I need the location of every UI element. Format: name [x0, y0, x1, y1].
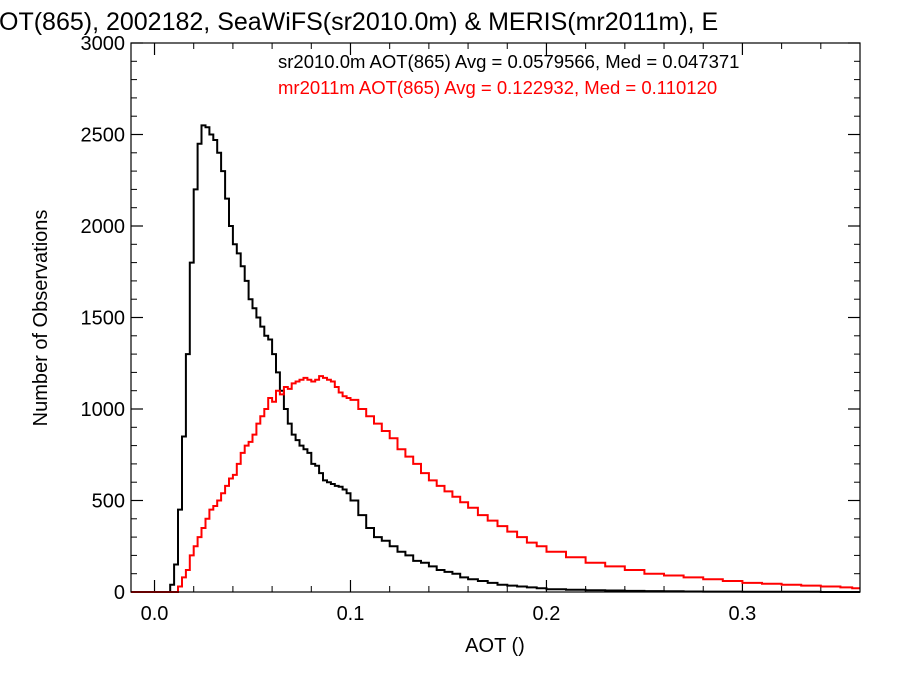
y-axis-label: Number of Observations: [30, 210, 52, 427]
x-tick-label: 0.3: [729, 603, 757, 625]
y-tick-label: 500: [92, 491, 125, 513]
series-layer: [131, 124, 860, 593]
chart-title: OT(865), 2002182, SeaWiFS(sr2010.0m) & M…: [0, 8, 718, 36]
y-tick-label: 3000: [81, 33, 126, 55]
x-tick-label: 0.1: [337, 603, 365, 625]
axis-ticks: 0 500 1000 1500 2000 2500 3000 0.0 0.1 0.2 0.3: [81, 33, 861, 625]
y-tick-label: 2000: [81, 216, 126, 238]
annotation-black: sr2010.0m AOT(865) Avg = 0.0579566, Med …: [278, 51, 739, 72]
y-tick-label: 0: [114, 582, 125, 604]
series-line-red: [131, 375, 860, 593]
series-line-black: [131, 124, 860, 593]
annotation-red: mr2011m AOT(865) Avg = 0.122932, Med = 0…: [278, 77, 717, 98]
x-axis-label: AOT (): [465, 635, 525, 657]
x-tick-label: 0.2: [533, 603, 561, 625]
y-tick-label: 1500: [81, 308, 126, 330]
y-tick-label: 1000: [81, 399, 126, 421]
x-tick-label: 0.0: [141, 603, 169, 625]
plot-frame: [130, 42, 861, 593]
y-tick-label: 2500: [81, 125, 126, 147]
